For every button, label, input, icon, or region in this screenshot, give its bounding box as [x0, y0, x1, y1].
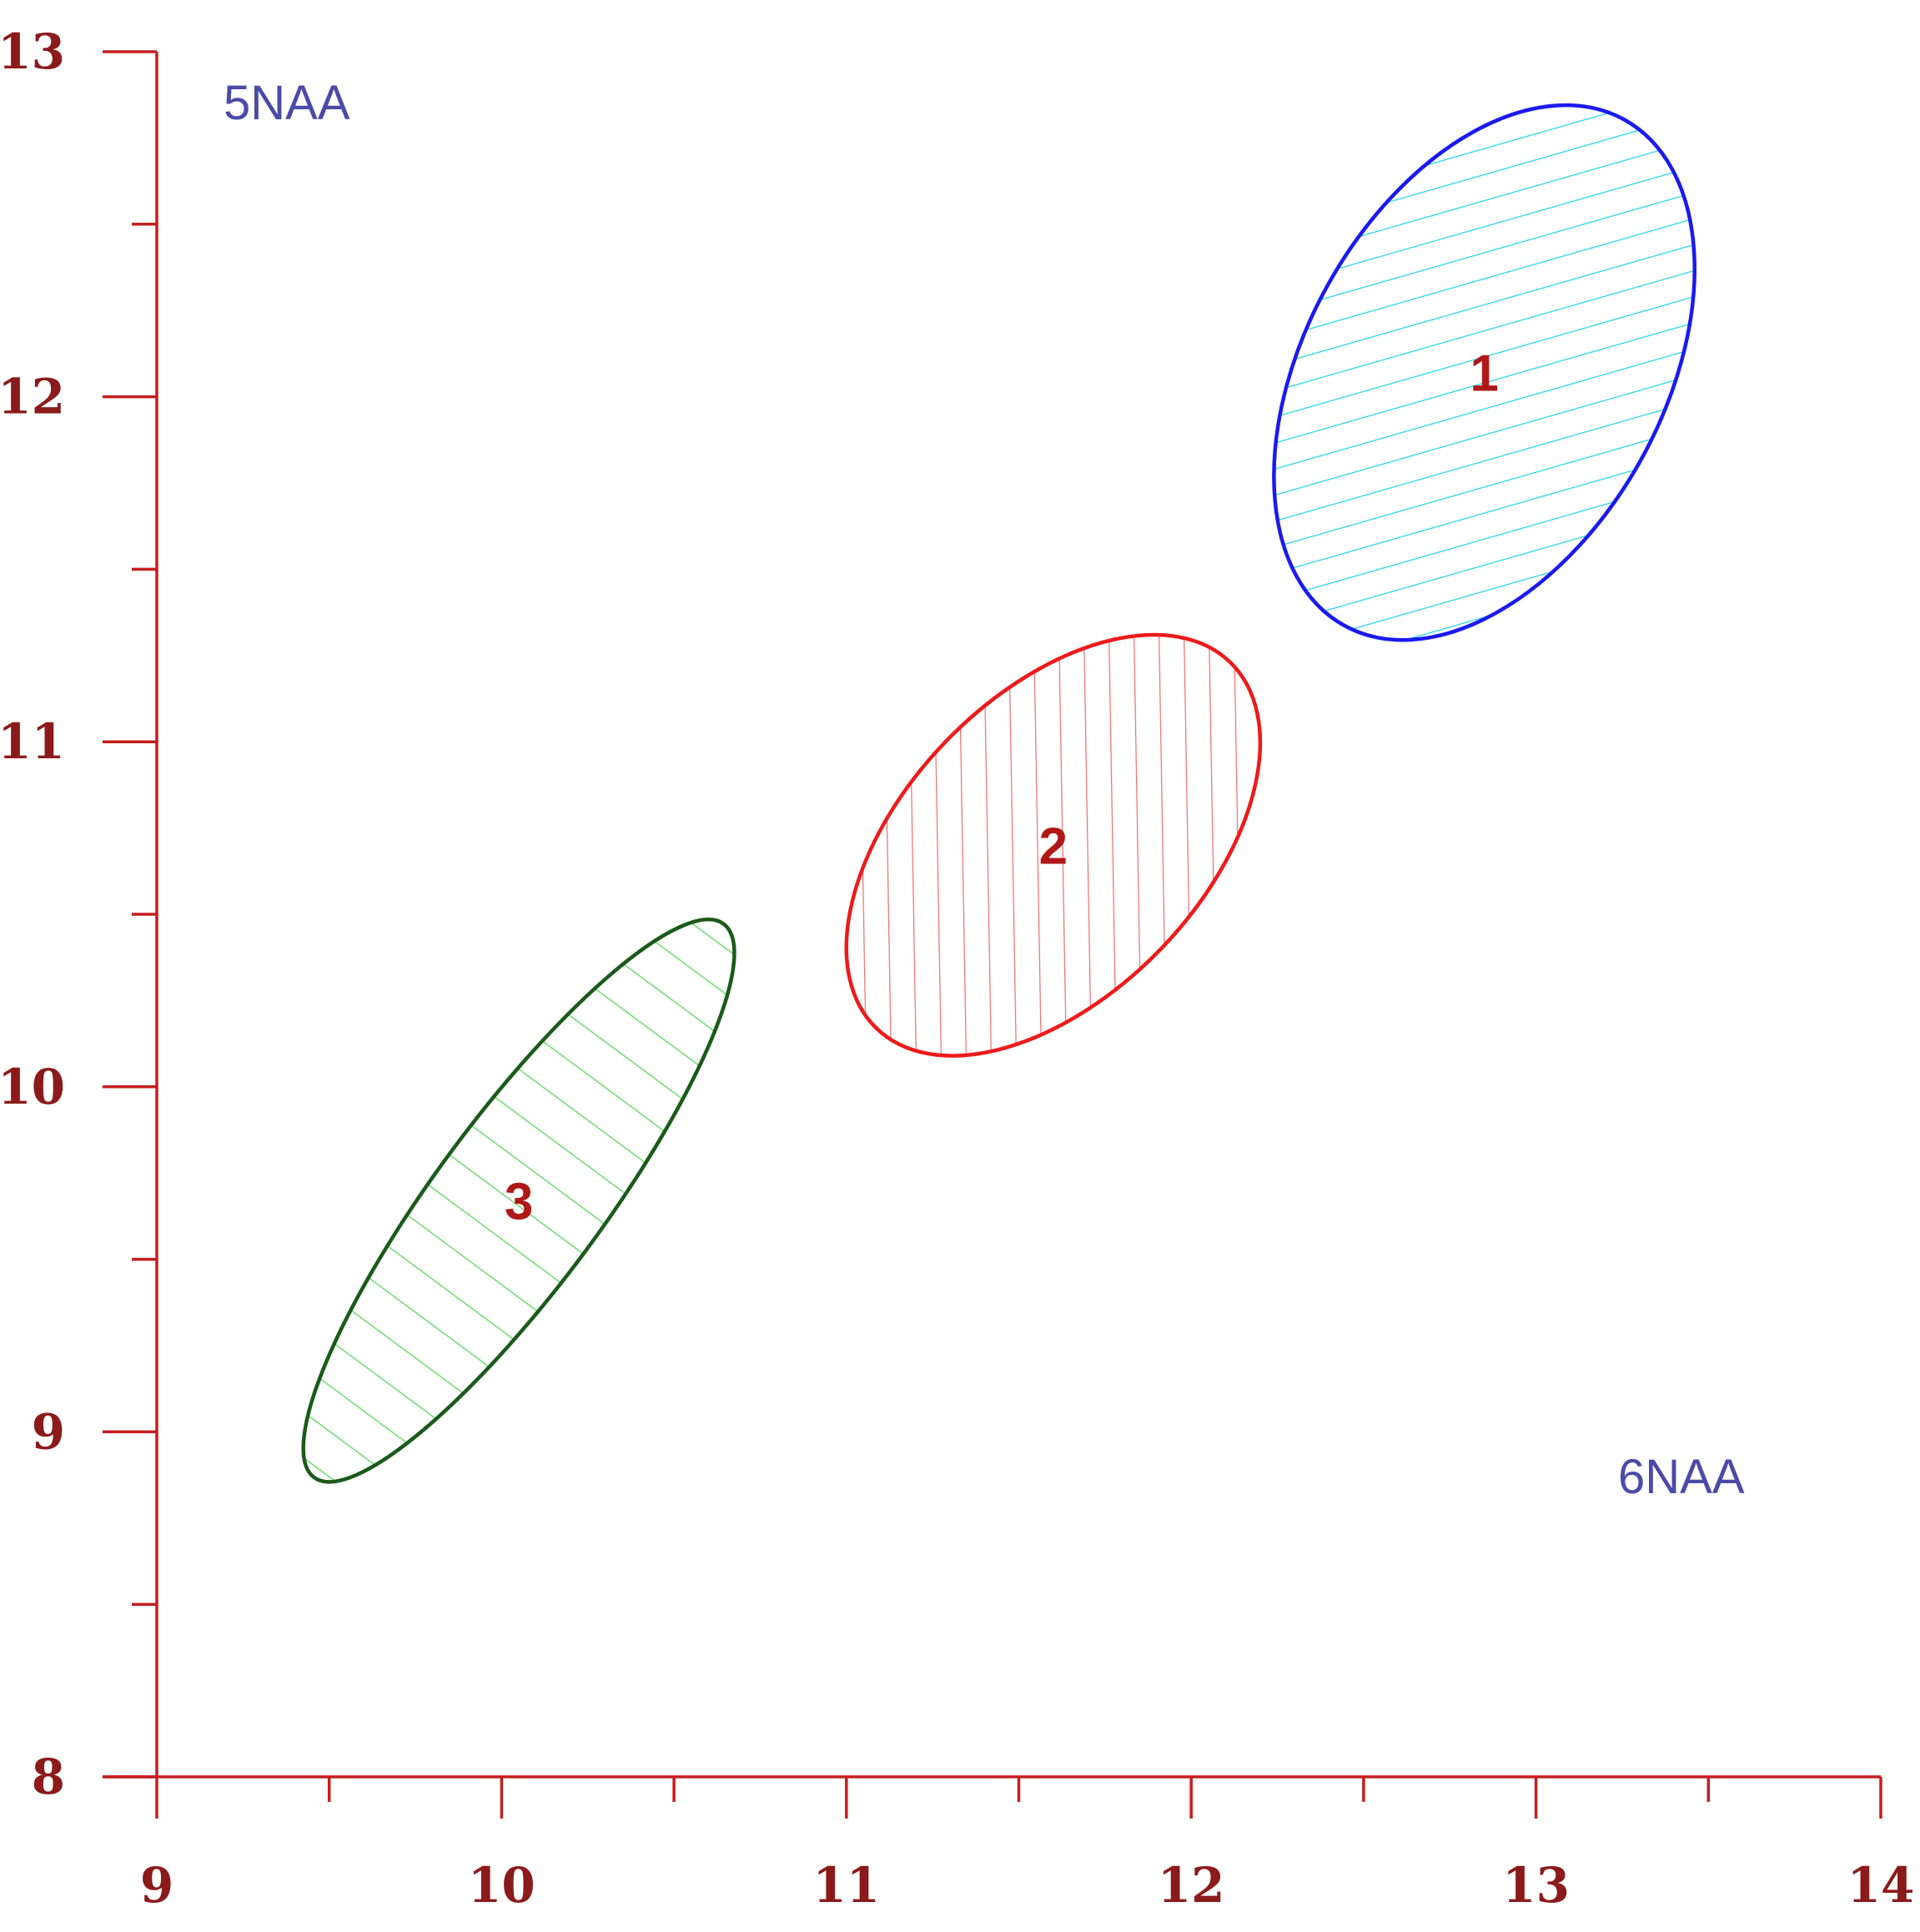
- y-axis-label: 5NAA: [224, 76, 350, 130]
- y-tick-label: 12: [0, 369, 65, 425]
- x-tick-label: 14: [1847, 1857, 1915, 1914]
- x-tick-label: 13: [1502, 1857, 1570, 1914]
- region-1-label: 1: [1470, 345, 1498, 403]
- region-3: 3: [301, 917, 736, 1484]
- y-tick-label: 9: [32, 1403, 65, 1460]
- region-1: 1: [1272, 103, 1697, 642]
- y-tick-label: 11: [0, 713, 65, 770]
- x-tick-label: 12: [1158, 1857, 1225, 1914]
- y-tick-label: 13: [0, 23, 65, 80]
- region-2: 2: [844, 632, 1263, 1058]
- region-1-ellipse: [1272, 103, 1697, 642]
- x-ticks: 9 10 11 12 13 14: [140, 1777, 1915, 1914]
- x-tick-label: 11: [812, 1857, 880, 1914]
- region-3-label: 3: [505, 1173, 533, 1230]
- y-ticks: 8 9 10 11 12 13: [0, 23, 157, 1805]
- region-2-ellipse: [844, 632, 1263, 1058]
- region-3-ellipse: [301, 917, 736, 1484]
- y-tick-label: 10: [0, 1059, 65, 1115]
- region-2-label: 2: [1039, 818, 1068, 875]
- regions: 1 2 3: [301, 103, 1697, 1484]
- y-tick-label: 8: [32, 1748, 65, 1805]
- x-axis-label: 6NAA: [1618, 1450, 1745, 1504]
- x-tick-label: 9: [140, 1857, 173, 1914]
- x-tick-label: 10: [468, 1857, 535, 1914]
